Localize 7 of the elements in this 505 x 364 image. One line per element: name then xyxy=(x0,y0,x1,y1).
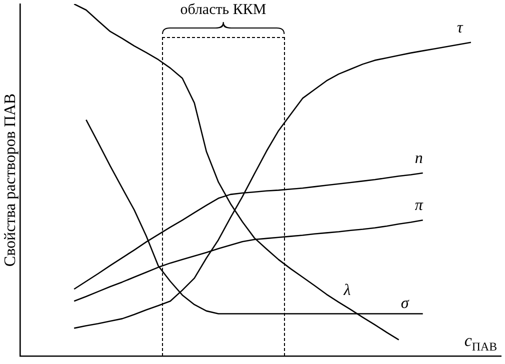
series-label: σ xyxy=(400,294,410,312)
y-axis-title: Свойства растворов ПАВ xyxy=(2,93,20,267)
series-label: n xyxy=(414,150,423,167)
annotation: область ККМ xyxy=(180,2,266,19)
series-label: λ xyxy=(342,282,351,299)
series-label: π xyxy=(414,197,424,214)
series-label: τ xyxy=(456,19,464,36)
